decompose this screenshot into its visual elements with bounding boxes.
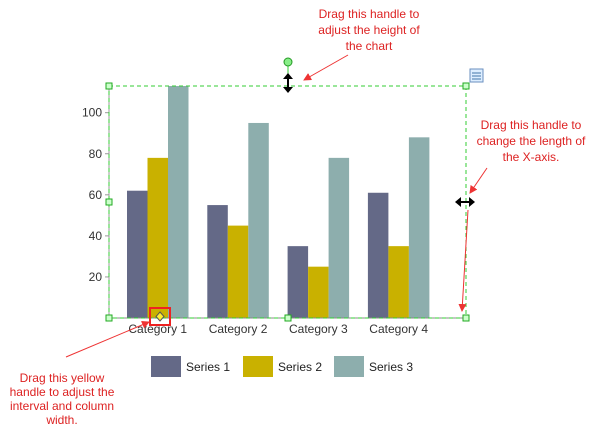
- bar-series-2-category-4[interactable]: [388, 246, 409, 318]
- rotate-handle-icon[interactable]: [283, 57, 293, 67]
- vertical-resize-cursor-icon[interactable]: [283, 73, 293, 93]
- annotation-arrow-xaxis-end: [458, 209, 469, 312]
- resize-handle[interactable]: [284, 314, 292, 322]
- bar-series-3-category-4[interactable]: [408, 137, 430, 318]
- bar-series-2-category-2[interactable]: [227, 225, 249, 318]
- legend-swatch-series-3: [334, 356, 364, 377]
- legend-label-series-2: Series 2: [278, 360, 322, 374]
- x-category-label: Category 4: [369, 322, 428, 336]
- y-tick-label: 40: [89, 229, 103, 243]
- annotation-arrow-height: [303, 54, 349, 81]
- y-tick-label: 20: [89, 270, 103, 284]
- x-category-label: Category 3: [289, 322, 348, 336]
- interval-handle-highlight: [149, 307, 171, 326]
- resize-handle[interactable]: [462, 82, 470, 90]
- bar-series-1-category-2[interactable]: [207, 205, 228, 318]
- yellow-diamond-handle-icon[interactable]: [155, 311, 165, 322]
- x-category-label: Category 2: [209, 322, 268, 336]
- bar-series-3-category-3[interactable]: [328, 157, 350, 318]
- y-tick-label: 100: [82, 106, 102, 120]
- bar-series-2-category-3[interactable]: [308, 266, 329, 318]
- resize-handle[interactable]: [105, 82, 113, 90]
- annotation-height-handle: Drag this handle to adjust the height of t…: [318, 7, 420, 53]
- annotation-interval-handle: Drag this yellow handle to adjust the inte…: [10, 371, 115, 427]
- bar-series-3-category-2[interactable]: [248, 122, 269, 318]
- legend-swatch-series-2: [243, 356, 273, 377]
- bar-series-1-category-4[interactable]: [367, 192, 389, 318]
- annotation-arrow-xaxis: [469, 167, 488, 194]
- annotation-xaxis-handle: Drag this handle to change the length of t…: [477, 118, 586, 164]
- legend-swatch-series-1: [151, 356, 181, 377]
- legend-label-series-1: Series 1: [186, 360, 230, 374]
- bar-series-3-category-1[interactable]: [168, 86, 189, 318]
- chart-options-icon[interactable]: [469, 68, 484, 83]
- bar-series-1-category-3[interactable]: [287, 246, 309, 318]
- bar-series-group: [127, 86, 430, 318]
- bar-series-2-category-1[interactable]: [147, 157, 169, 318]
- resize-handle[interactable]: [462, 314, 470, 322]
- legend-label-series-3: Series 3: [369, 360, 413, 374]
- horizontal-resize-cursor-icon[interactable]: [455, 197, 475, 207]
- resize-handle[interactable]: [105, 198, 113, 206]
- annotation-arrow-interval: [65, 321, 150, 358]
- resize-handle[interactable]: [105, 314, 113, 322]
- y-tick-label: 80: [89, 147, 103, 161]
- y-tick-label: 60: [89, 188, 103, 202]
- y-axis-ticks: 20 40 60 80 100: [82, 106, 109, 284]
- selection-handles[interactable]: [105, 82, 470, 322]
- legend: Series 1 Series 2 Series 3: [151, 356, 413, 377]
- bar-series-1-category-1[interactable]: [127, 190, 148, 318]
- x-axis-labels: Category 1 Category 2 Category 3 Category 4: [128, 322, 428, 336]
